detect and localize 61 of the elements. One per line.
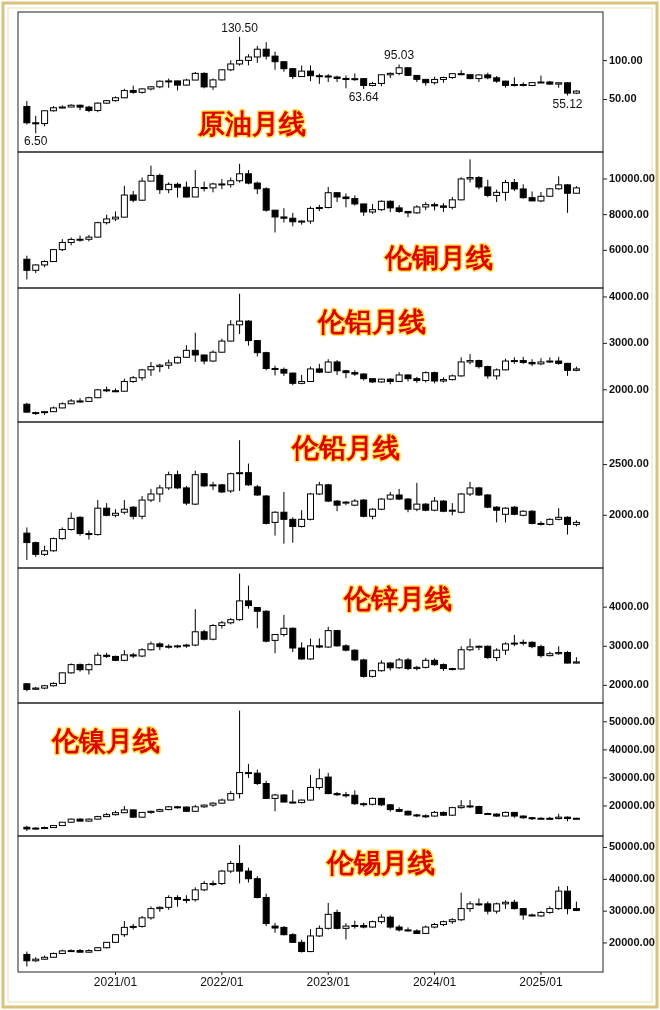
y-tick-label: 40000.00 [609, 872, 655, 885]
candlestick [236, 36, 244, 67]
y-tick-label: 2000.00 [609, 508, 649, 521]
candlestick [174, 470, 182, 490]
candlestick [502, 179, 509, 202]
text: 伦铜月线 [384, 242, 494, 273]
candlestick [244, 463, 252, 487]
chart-title: 伦锡月线 [325, 847, 435, 878]
y-tick-label: 50000.00 [609, 840, 655, 853]
annotation: 130.50 [221, 20, 259, 35]
candlestick [236, 573, 244, 622]
candlestick [182, 485, 190, 506]
annotation: 63.64 [348, 89, 380, 104]
y-tick-label: 30000.00 [609, 904, 655, 917]
candlestick [236, 163, 244, 184]
annotation: 55.12 [552, 96, 583, 111]
y-tick-label: 10000.00 [609, 171, 655, 184]
x-tick-label: 2025/01 [519, 975, 563, 989]
y-tick-label: 30000.00 [609, 770, 655, 783]
chart-title: 伦铅月线 [290, 432, 400, 463]
text: 伦锌月线 [343, 583, 453, 614]
candlestick [315, 768, 323, 791]
candlestick [307, 638, 314, 661]
y-tick-label: 3000.00 [609, 336, 649, 349]
x-tick-label: 2023/01 [306, 975, 351, 989]
y-tick-label: 2000.00 [609, 678, 649, 691]
y-tick-label: 50000.00 [609, 714, 655, 727]
y-tick-label: 4000.00 [609, 289, 649, 302]
y-tick-label: 2500.00 [609, 457, 649, 470]
candlestick [564, 515, 572, 536]
x-tick-label: 2021/01 [93, 975, 138, 989]
y-tick-label: 4000.00 [609, 600, 649, 613]
x-tick-label: 2022/01 [200, 975, 244, 989]
candlestick [564, 885, 572, 915]
y-tick-label: 2000.00 [609, 382, 649, 395]
candlestick [120, 185, 128, 218]
y-tick-label: 100.00 [609, 53, 643, 66]
y-tick-label: 3000.00 [609, 639, 649, 652]
y-tick-label: 50.00 [609, 92, 637, 105]
candlestick [555, 885, 563, 911]
candlestick [236, 439, 244, 492]
x-tick-label: 2024/01 [412, 975, 457, 989]
y-tick-label: 40000.00 [609, 742, 655, 755]
candlestick [253, 606, 261, 629]
y-tick-label: 8000.00 [609, 207, 649, 220]
candlestick [165, 471, 173, 491]
candlestick [244, 319, 252, 347]
candlestick [236, 710, 244, 799]
text: 伦铝月线 [316, 307, 426, 338]
text: 原油月线 [197, 108, 306, 139]
candlestick [236, 293, 244, 335]
y-tick-label: 20000.00 [609, 798, 655, 811]
candlestick [307, 774, 314, 802]
annotation: 6.50 [24, 134, 48, 149]
candlestick [236, 844, 244, 884]
y-tick-label: 6000.00 [609, 243, 649, 256]
annotation: 95.03 [384, 48, 415, 63]
text: 伦镍月线 [50, 726, 160, 757]
candlestick [244, 585, 252, 610]
candlestick [564, 183, 572, 214]
y-tick-label: 20000.00 [609, 935, 655, 948]
